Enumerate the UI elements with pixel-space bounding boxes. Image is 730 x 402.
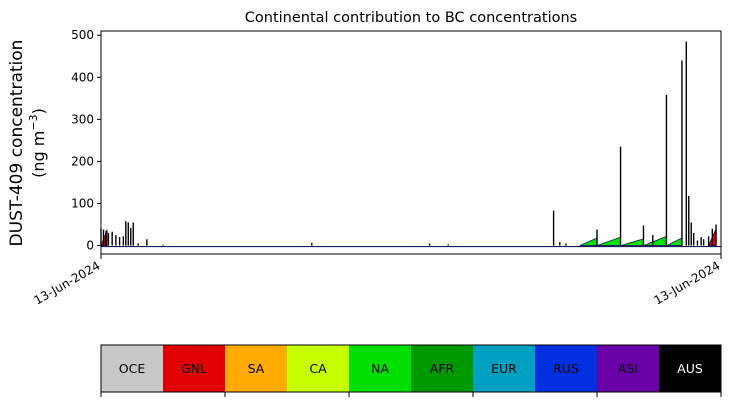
legend-swatch-afr <box>411 345 473 392</box>
legend-label-na: NA <box>371 361 389 376</box>
x-tick-label-1: 13-Jun-2024 <box>652 258 723 307</box>
chart-title: Continental contribution to BC concentra… <box>245 10 577 26</box>
y-tick-label-0: 0 <box>86 239 94 253</box>
y-axis-label-line2: (ng m−3) <box>27 108 48 178</box>
y-axis-label-line1: DUST-409 concentration <box>7 40 27 247</box>
legend-swatch-asi <box>597 345 659 392</box>
legend: OCE GNL SA CA NA AFR EUR RUS ASI AUS <box>100 344 722 397</box>
x-axis: 13-Jun-2024 13-Jun-2024 <box>32 254 723 308</box>
legend-label-ca: CA <box>309 361 327 376</box>
legend-label-asi: ASI <box>618 361 638 376</box>
y-tick-label-400: 400 <box>71 70 94 84</box>
contribution-area-1 <box>579 237 598 246</box>
contribution-area-2 <box>596 236 621 246</box>
plot-area <box>100 30 722 255</box>
legend-label-gnl: GNL <box>181 361 207 376</box>
contribution-area-4 <box>643 235 667 246</box>
y-tick-label-100: 100 <box>71 197 94 211</box>
legend-swatch-gnl <box>163 345 225 392</box>
contribution-area-5 <box>666 237 683 246</box>
y-tick-label-300: 300 <box>71 112 94 126</box>
legend-frame <box>100 344 722 393</box>
legend-label-afr: AFR <box>430 361 455 376</box>
y-tick-label-200: 200 <box>71 154 94 168</box>
contribution-area-3 <box>620 238 644 246</box>
y-axis-label: DUST-409 concentration (ng m−3) <box>7 40 48 247</box>
legend-swatch-aus <box>659 345 721 392</box>
legend-label-eur: EUR <box>491 361 517 376</box>
legend-label-oce: OCE <box>119 361 146 376</box>
x-tick-label-0: 13-Jun-2024 <box>32 258 103 307</box>
legend-swatch-eur <box>473 345 535 392</box>
legend-swatch-ca <box>287 345 349 392</box>
y-tick-label-500: 500 <box>71 28 94 42</box>
legend-swatch-oce <box>101 345 163 392</box>
legend-label-sa: SA <box>248 361 265 376</box>
y-axis: 0 100 200 300 400 500 <box>71 28 101 253</box>
legend-swatch-rus <box>535 345 597 392</box>
axes-frame <box>100 30 722 255</box>
legend-label-rus: RUS <box>553 361 579 376</box>
legend-swatch-sa <box>225 345 287 392</box>
legend-swatch-na <box>349 345 411 392</box>
legend-label-aus: AUS <box>677 361 703 376</box>
